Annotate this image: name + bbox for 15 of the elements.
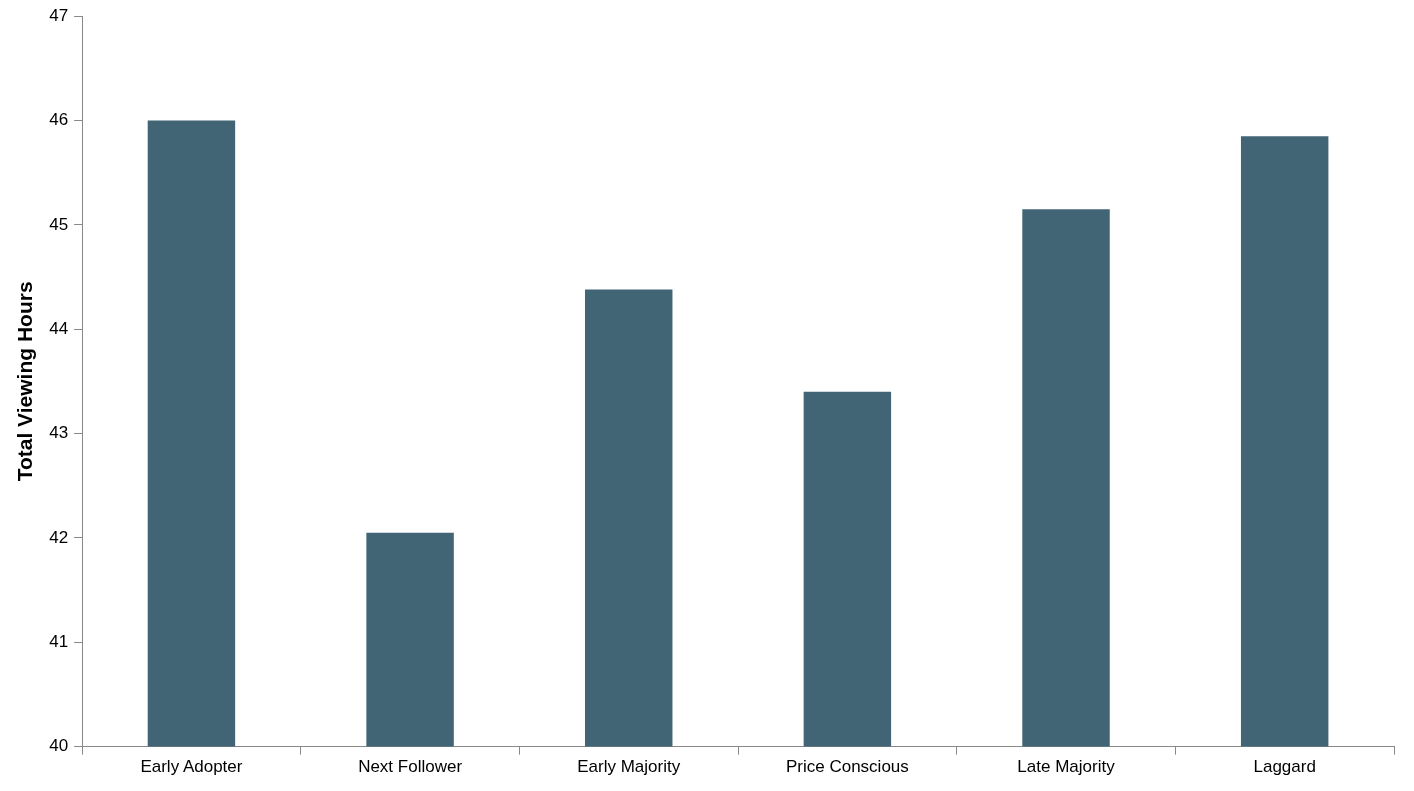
x-tick-label: Late Majority xyxy=(1017,757,1116,777)
x-tick-label: Next Follower xyxy=(358,757,463,777)
y-tick-label: 43 xyxy=(49,423,69,443)
y-tick-label: 40 xyxy=(49,736,69,756)
y-tick-label: 46 xyxy=(49,110,69,130)
x-tick-label: Laggard xyxy=(1253,757,1316,777)
x-tick-label: Early Majority xyxy=(577,757,681,777)
y-axis-title: Total Viewing Hours xyxy=(13,281,37,482)
x-tick-label: Price Conscious xyxy=(785,757,909,777)
y-tick-label: 44 xyxy=(49,318,69,338)
y-tick-label: 42 xyxy=(49,527,69,547)
y-tick-label: 45 xyxy=(49,214,69,234)
y-tick-label: 47 xyxy=(49,5,69,25)
y-tick-label: 41 xyxy=(49,631,69,651)
x-tick-label: Early Adopter xyxy=(140,757,243,777)
